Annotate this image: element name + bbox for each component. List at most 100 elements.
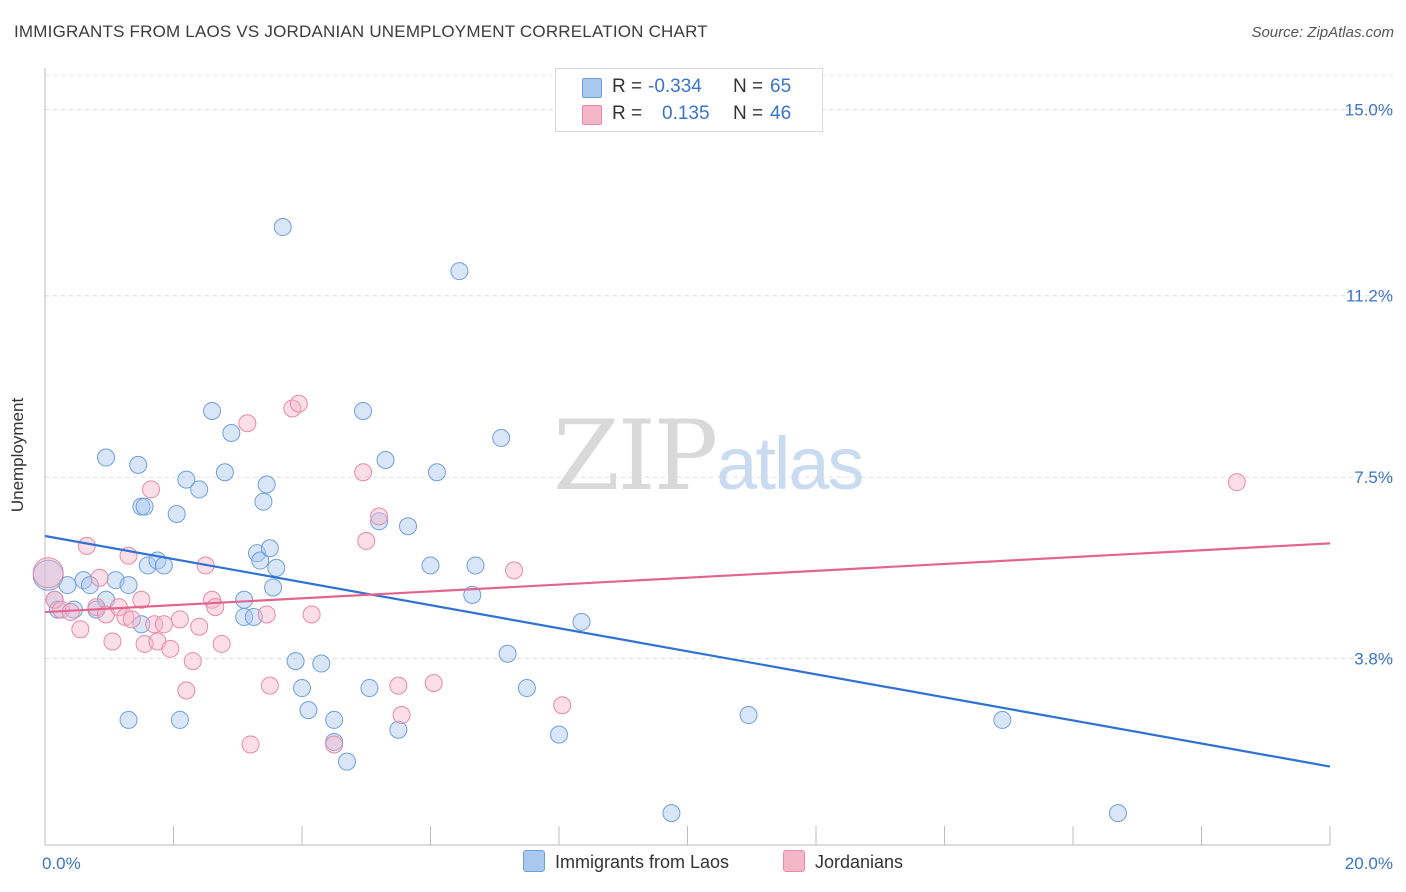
n-value: 65 bbox=[770, 76, 792, 97]
n-label: N = bbox=[733, 103, 764, 124]
laos-point bbox=[550, 725, 568, 744]
jordanian-point bbox=[354, 463, 373, 482]
laos-point bbox=[251, 551, 270, 570]
y-tick-label: 3.8% bbox=[1354, 650, 1393, 669]
stats-legend: R = -0.334 N = 65 R = 0.135 N = 46 bbox=[555, 68, 823, 132]
laos-point bbox=[222, 424, 241, 443]
laos-point bbox=[215, 463, 234, 482]
r-label: R = bbox=[612, 103, 643, 124]
laos-point bbox=[80, 576, 99, 595]
jordanian-point bbox=[132, 590, 151, 609]
laos-point bbox=[492, 428, 511, 447]
jordanian-point bbox=[190, 617, 209, 636]
jordanian-point bbox=[392, 706, 411, 725]
x-tick-label: 0.0% bbox=[42, 854, 81, 873]
jordanian-point bbox=[389, 676, 408, 695]
jordanians-swatch bbox=[582, 105, 602, 125]
laos-point bbox=[299, 701, 318, 720]
laos-point bbox=[257, 475, 276, 494]
jordanian-point bbox=[142, 480, 161, 499]
jordanian-point bbox=[87, 598, 106, 617]
n-label: N = bbox=[733, 76, 764, 97]
laos-point bbox=[190, 480, 209, 499]
laos-point bbox=[273, 218, 292, 237]
jordanian-point bbox=[32, 557, 64, 589]
laos-point bbox=[97, 448, 116, 467]
jordanian-point bbox=[212, 634, 231, 653]
jordanian-trend-line bbox=[44, 542, 1331, 614]
laos-point bbox=[135, 497, 154, 516]
laos-point bbox=[360, 679, 379, 698]
laos-point bbox=[170, 710, 189, 729]
laos-point bbox=[260, 539, 279, 558]
laos-point bbox=[389, 720, 408, 739]
laos-point bbox=[466, 556, 485, 575]
jordanian-point bbox=[154, 615, 173, 634]
jordanian-point bbox=[183, 652, 202, 671]
laos-point bbox=[1108, 804, 1127, 823]
jordanian-point bbox=[71, 620, 90, 639]
jordanian-point bbox=[424, 674, 443, 693]
laos-point bbox=[572, 612, 591, 631]
laos-point bbox=[498, 644, 517, 663]
jordanian-point bbox=[161, 639, 180, 658]
laos-point bbox=[264, 578, 283, 597]
jordanian-point bbox=[325, 735, 344, 754]
jordanian-point bbox=[90, 568, 109, 587]
jordanian-point bbox=[103, 632, 122, 651]
jordanian-point bbox=[45, 590, 64, 609]
laos-point bbox=[370, 512, 389, 531]
laos-point bbox=[286, 652, 305, 671]
jordanian-point bbox=[505, 561, 524, 580]
y-axis-label: Unemployment bbox=[8, 397, 27, 513]
laos-point bbox=[450, 262, 469, 281]
watermark: ZIPatlas bbox=[553, 400, 865, 512]
laos-point bbox=[203, 401, 222, 420]
laos-trend-line bbox=[44, 534, 1331, 768]
laos-point bbox=[662, 804, 681, 823]
chart-title: IMMIGRANTS FROM LAOS VS JORDANIAN UNEMPL… bbox=[14, 22, 708, 41]
laos-point bbox=[427, 463, 446, 482]
jordanian-point bbox=[260, 676, 279, 695]
laos-point bbox=[337, 752, 356, 771]
x-tick-label: 20.0% bbox=[1345, 854, 1393, 873]
watermark-zip: ZIP bbox=[553, 400, 718, 512]
laos-point bbox=[119, 710, 138, 729]
laos-point bbox=[177, 470, 196, 489]
laos-point bbox=[58, 576, 77, 595]
laos-point bbox=[129, 455, 148, 474]
jordanian-point bbox=[206, 598, 225, 617]
jordanian-point bbox=[122, 610, 141, 629]
jordanian-point bbox=[238, 414, 257, 433]
n-value: 46 bbox=[770, 103, 792, 124]
laos-point bbox=[293, 679, 311, 698]
r-label: R = bbox=[612, 76, 643, 97]
laos-point bbox=[354, 401, 373, 420]
laos-point bbox=[739, 706, 758, 725]
r-value: -0.334 bbox=[648, 76, 702, 97]
legend-label-laos: Immigrants from Laos bbox=[555, 852, 730, 872]
y-tick-label: 7.5% bbox=[1354, 468, 1393, 487]
legend-item-jordanians: Jordanians bbox=[783, 850, 903, 873]
laos-point bbox=[235, 590, 254, 609]
laos-point bbox=[167, 504, 186, 523]
jordanian-point bbox=[1227, 473, 1246, 492]
r-value: 0.135 bbox=[662, 103, 710, 124]
laos-point bbox=[132, 615, 151, 634]
source-label: Source: ZipAtlas.com bbox=[1251, 24, 1394, 41]
jordanian-point bbox=[177, 681, 196, 700]
jordanian-point bbox=[77, 536, 96, 555]
laos-point bbox=[463, 585, 482, 604]
legend-item-laos: Immigrants from Laos bbox=[523, 850, 729, 873]
jordanian-point bbox=[145, 615, 164, 634]
watermark-atlas: atlas bbox=[716, 422, 864, 505]
jordanian-point bbox=[302, 605, 321, 624]
laos-point bbox=[376, 451, 395, 469]
y-tick-label: 11.2% bbox=[1346, 287, 1393, 306]
laos-point bbox=[325, 710, 344, 729]
laos-point bbox=[119, 576, 138, 595]
jordanian-point bbox=[241, 735, 260, 754]
jordanian-point bbox=[257, 605, 276, 624]
laos-point bbox=[254, 492, 273, 511]
